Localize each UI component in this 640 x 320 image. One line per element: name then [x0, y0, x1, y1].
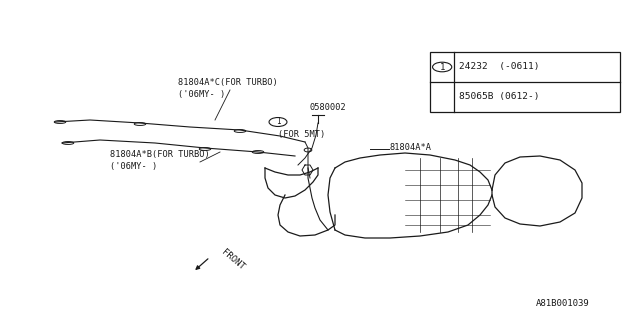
Text: (FOR 5MT): (FOR 5MT)	[278, 131, 325, 140]
Text: 81804A*C(FOR TURBO): 81804A*C(FOR TURBO)	[178, 78, 278, 87]
Text: 1: 1	[440, 62, 445, 71]
Text: ('06MY- ): ('06MY- )	[110, 162, 157, 171]
Text: FRONT: FRONT	[220, 248, 246, 272]
Bar	[430, 52, 620, 112]
Text: 0580002: 0580002	[310, 103, 347, 113]
Text: 81804A*B(FOR TURBO): 81804A*B(FOR TURBO)	[110, 150, 210, 159]
Text: 85065B (0612-): 85065B (0612-)	[460, 92, 540, 101]
Text: ('06MY- ): ('06MY- )	[178, 90, 225, 99]
Text: 24232  (-0611): 24232 (-0611)	[460, 62, 540, 71]
Text: 1: 1	[276, 117, 280, 126]
Text: A81B001039: A81B001039	[536, 299, 590, 308]
Text: 81804A*A: 81804A*A	[390, 143, 432, 153]
